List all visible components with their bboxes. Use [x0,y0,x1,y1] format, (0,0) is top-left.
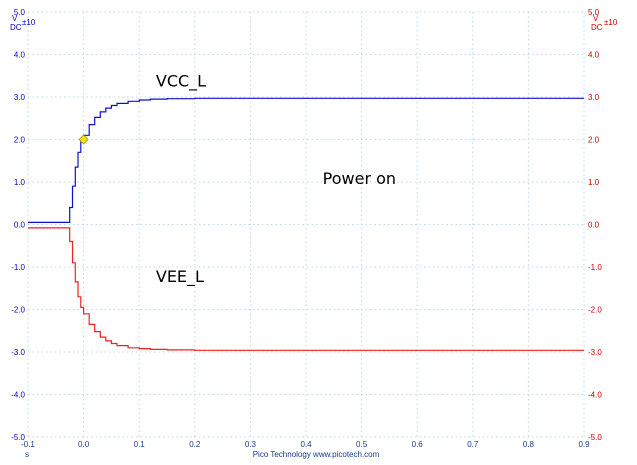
y-tick-label-right: -5.0 [588,433,602,442]
y-tick-label-right: 0.0 [588,221,600,230]
x-tick-label: 0.4 [300,440,312,449]
y-tick-label-right: 5.0 [588,8,600,17]
y-tick-label-right: 2.0 [588,136,600,145]
y-tick-label-left: 4.0 [14,51,26,60]
y-tick-label-left: 0.0 [14,221,26,230]
x-tick-label: 0.7 [467,440,479,449]
y-tick-label-left: 1.0 [14,178,26,187]
right-axis-range: ±10 [604,18,618,27]
annotations: VCC_L Power on VEE_L [156,71,396,287]
annotation-label: Power on [323,169,396,188]
x-tick-label: 0.9 [578,440,590,449]
footer-credit: Pico Technology www.picotech.com [253,450,380,459]
trigger-marker [78,134,89,145]
y-tick-label-left: -1.0 [11,263,25,272]
y-tick-label-right: -1.0 [588,263,602,272]
x-tick-label: 0.1 [134,440,146,449]
right-axis-coupling: DC [591,23,603,32]
y-tick-label-left: 2.0 [14,136,26,145]
x-tick-label: 0.5 [356,440,368,449]
series-line-vcc-l [28,97,584,223]
grid [27,11,585,438]
y-tick-label-right: -4.0 [588,391,602,400]
annotation-label: VEE_L [156,267,204,287]
x-axis-unit: s [25,450,29,459]
x-tick-label: 0.8 [523,440,535,449]
left-axis-coupling: DC [10,23,22,32]
y-tick-label-left: -3.0 [11,348,25,357]
x-tick-label: 0.6 [412,440,424,449]
y-tick-label-left: 3.0 [14,93,26,102]
y-tick-label-right: 1.0 [588,178,600,187]
series-line-vee-l [28,227,584,351]
axes: 5.0 5.0 4.0 4.0 3.0 3.0 2.0 2.0 1.0 1.0 0.0 0.0 -1.0… [10,8,618,459]
left-axis-range: ±10 [22,18,36,27]
y-tick-label-left: -4.0 [11,391,25,400]
y-tick-label-right: -2.0 [588,306,602,315]
annotation-label: VCC_L [156,71,206,91]
right-axis-unit: V [593,14,599,23]
x-tick-label: -0.1 [21,440,35,449]
y-tick-label-right: 3.0 [588,93,600,102]
series-layer [28,97,584,351]
y-tick-label-right: 4.0 [588,51,600,60]
y-tick-label-left: 5.0 [14,8,26,17]
x-tick-label: 0.3 [245,440,257,449]
y-tick-label-right: -3.0 [588,348,602,357]
y-tick-label-left: -2.0 [11,306,25,315]
left-axis-unit: V [12,14,18,23]
x-tick-label: 0.0 [78,440,90,449]
x-tick-label: 0.2 [189,440,201,449]
y-tick-label-left: -5.0 [11,433,25,442]
